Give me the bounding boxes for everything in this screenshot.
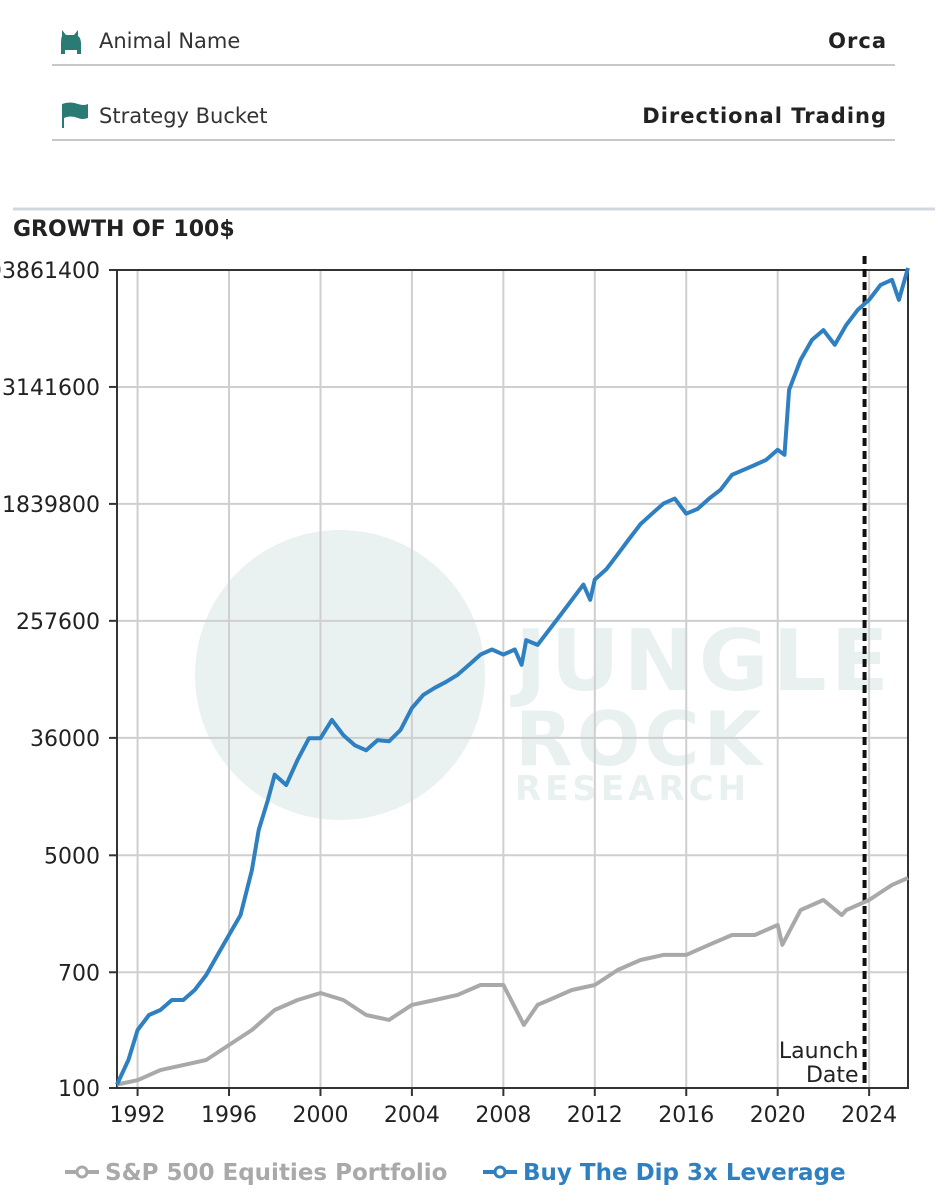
plot-frame xyxy=(116,269,909,1089)
legend-marker xyxy=(493,1165,507,1179)
watermark-text: JUNGLE xyxy=(510,612,893,711)
watermark-text: ROCK xyxy=(515,695,766,783)
x-tick-label: 2004 xyxy=(384,1103,440,1128)
x-tick-label: 2012 xyxy=(567,1103,623,1128)
watermark-text: RESEARCH xyxy=(515,769,750,809)
y-tick-label: 1839800 xyxy=(2,493,100,518)
legend-item: S&P 500 Equities Portfolio xyxy=(65,1160,447,1186)
flag-icon xyxy=(62,102,88,128)
x-tick-label: 2020 xyxy=(750,1103,806,1128)
info-label: Strategy Bucket xyxy=(99,104,267,128)
x-tick-label: 2000 xyxy=(292,1103,348,1128)
y-tick-label: 257600 xyxy=(16,610,100,635)
info-label: Animal Name xyxy=(99,29,240,53)
x-tick-label: 2016 xyxy=(658,1103,714,1128)
legend-item: Buy The Dip 3x Leverage xyxy=(483,1160,846,1186)
annotation-text: Launch xyxy=(779,1039,859,1064)
legend-label: Buy The Dip 3x Leverage xyxy=(523,1160,846,1186)
watermark-disc xyxy=(195,530,485,820)
chart-title: GROWTH OF 100$ xyxy=(13,217,235,242)
cat-icon xyxy=(61,30,81,54)
info-row: Animal Name Orca xyxy=(52,29,895,66)
y-tick-label: 93861400 xyxy=(0,259,100,284)
series-line xyxy=(115,267,910,1086)
info-value: Orca xyxy=(828,29,887,53)
y-tick-label: 13141600 xyxy=(0,376,100,401)
legend-label: S&P 500 Equities Portfolio xyxy=(105,1160,447,1186)
x-tick-label: 1996 xyxy=(201,1103,257,1128)
x-tick-label: 2008 xyxy=(475,1103,531,1128)
y-tick-label: 5000 xyxy=(44,844,100,869)
y-tick-label: 100 xyxy=(58,1077,100,1102)
info-value: Directional Trading xyxy=(642,104,887,128)
y-tick-label: 36000 xyxy=(30,727,100,752)
legend-marker xyxy=(75,1165,89,1179)
y-tick-label: 700 xyxy=(58,961,100,986)
x-tick-label: 2024 xyxy=(841,1103,897,1128)
info-row: Strategy Bucket Directional Trading xyxy=(52,102,895,141)
series-line xyxy=(116,876,909,1087)
x-tick-label: 1992 xyxy=(110,1103,166,1128)
annotation-text: Date xyxy=(806,1063,859,1088)
